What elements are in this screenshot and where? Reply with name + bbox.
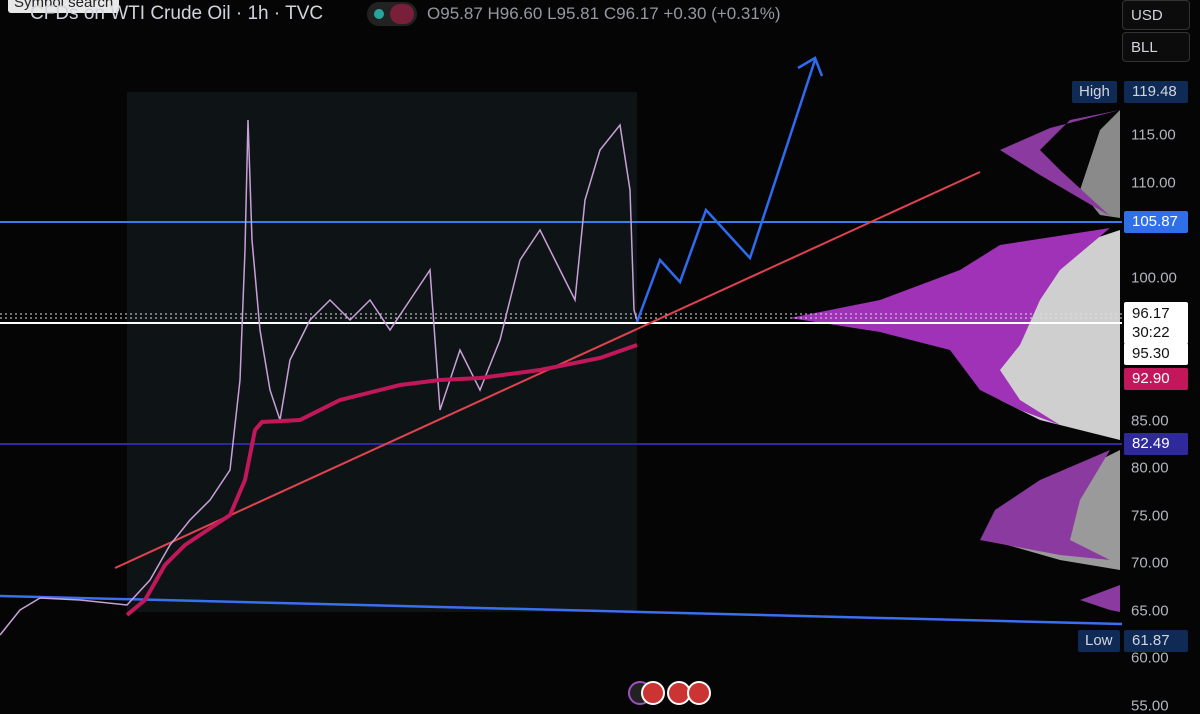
ohlc-label: L bbox=[547, 4, 557, 23]
status-dot bbox=[374, 9, 384, 19]
price-axis-label: 80.00 bbox=[1131, 459, 1169, 477]
last-price-tag: 96.17 30:22 bbox=[1124, 302, 1188, 344]
status-icon bbox=[390, 4, 414, 24]
high-tag: 119.48 bbox=[1124, 81, 1188, 103]
projection-arrowhead bbox=[797, 56, 824, 77]
ohlc-label: H bbox=[487, 4, 500, 23]
tooltip: Symbol search bbox=[8, 0, 120, 13]
level-tag: 82.49 bbox=[1124, 433, 1188, 455]
ohlc-label: O bbox=[427, 4, 441, 23]
level-tag: 105.87 bbox=[1124, 211, 1188, 233]
price-axis-label: 110.00 bbox=[1131, 174, 1176, 192]
trend-line-blue bbox=[0, 594, 1123, 626]
price-series bbox=[0, 119, 638, 636]
price-axis-label: 65.00 bbox=[1131, 602, 1169, 620]
price-axis-label: 55.00 bbox=[1131, 697, 1169, 714]
currency-button[interactable]: USD bbox=[1122, 0, 1190, 30]
price-axis-label: 70.00 bbox=[1131, 554, 1169, 572]
price-axis-label: 100.00 bbox=[1131, 269, 1177, 287]
projection-path bbox=[635, 59, 817, 323]
high-label: High bbox=[1072, 81, 1117, 103]
vwap-tag: 92.90 bbox=[1124, 368, 1188, 390]
low-tag: 61.87 bbox=[1124, 630, 1188, 652]
volume-profile-purple bbox=[790, 228, 1110, 440]
price-axis-label: 60.00 bbox=[1131, 649, 1169, 667]
ohlc-value: 95.81 bbox=[556, 4, 600, 23]
change: +0.30 (+0.31%) bbox=[663, 4, 781, 23]
ohlc-value: 96.17 bbox=[616, 4, 659, 23]
poc-tag: 95.30 bbox=[1124, 343, 1188, 365]
price-axis-label: 115.00 bbox=[1131, 126, 1176, 144]
price-axis-label: 75.00 bbox=[1131, 507, 1169, 525]
volume-profile-purple bbox=[980, 450, 1110, 560]
ohlc-value: 95.87 bbox=[440, 4, 483, 23]
ohlc-value: 96.60 bbox=[499, 4, 543, 23]
ohlc-label: C bbox=[603, 4, 617, 23]
countdown: 30:22 bbox=[1132, 324, 1170, 341]
vwap-line bbox=[125, 343, 638, 617]
unit-button[interactable]: BLL bbox=[1122, 32, 1190, 62]
last-price: 96.17 bbox=[1132, 305, 1170, 322]
symbol-title[interactable]: CFDs on WTI Crude Oil · 1h · TVC bbox=[30, 3, 324, 24]
ohlc: O95.87 H96.60 L95.81 C96.17 +0.30 (+0.31… bbox=[427, 4, 781, 24]
volume-profile-purple bbox=[1080, 585, 1120, 612]
volume-profile-grey bbox=[1080, 110, 1120, 218]
price-axis-label: 85.00 bbox=[1131, 412, 1169, 430]
low-label: Low bbox=[1078, 630, 1120, 652]
event-icons bbox=[628, 681, 711, 705]
volume-profile-purple bbox=[1000, 110, 1120, 216]
